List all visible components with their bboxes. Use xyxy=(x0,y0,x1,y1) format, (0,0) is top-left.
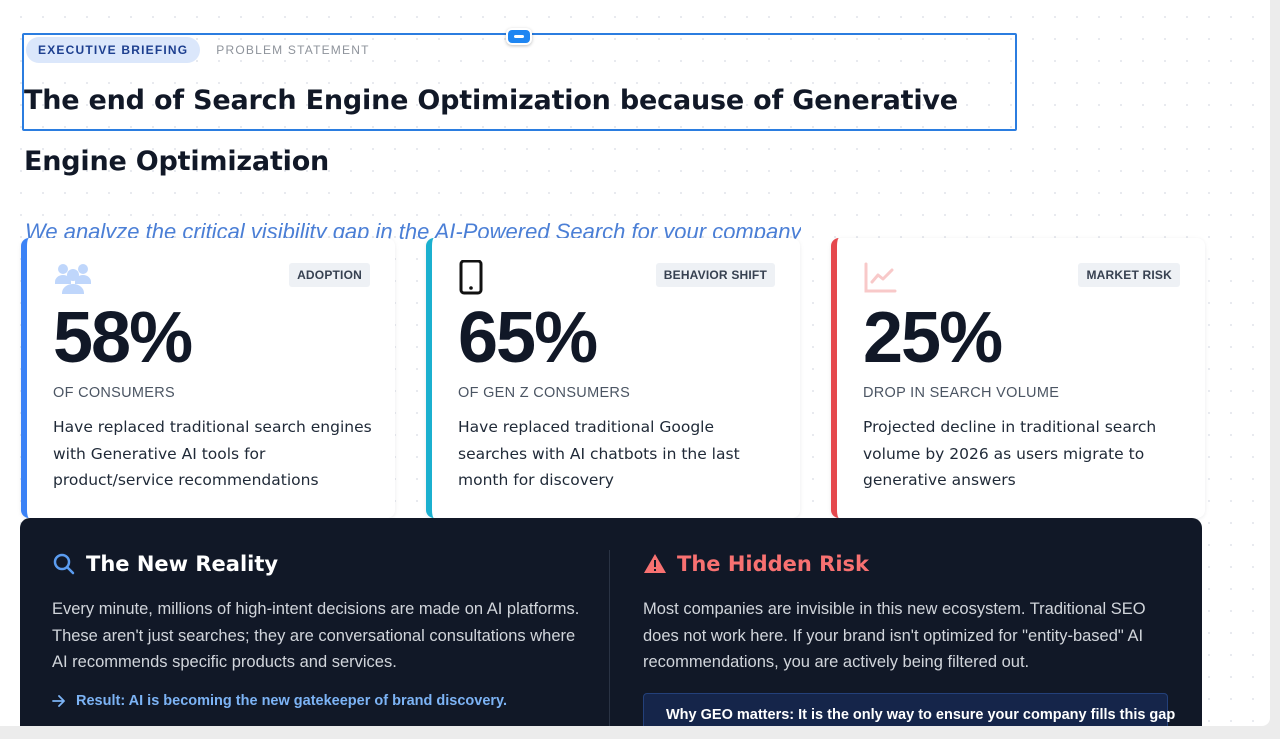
result-text: Result: AI is becoming the new gatekeepe… xyxy=(76,693,508,709)
new-reality-title: The New Reality xyxy=(86,552,279,576)
stat-description: Projected decline in traditional search … xyxy=(863,418,1157,489)
hidden-risk-heading: The Hidden Risk xyxy=(643,552,869,576)
new-reality-heading: The New Reality xyxy=(52,552,278,576)
mobile-phone-icon xyxy=(459,260,483,295)
page-title[interactable]: The end of Search Engine Optimization be… xyxy=(24,85,958,177)
stat-badge: BEHAVIOR SHIFT xyxy=(655,263,775,287)
insights-panel: The New Reality Every minute, millions o… xyxy=(20,518,1202,726)
stat-badge: ADOPTION xyxy=(289,263,370,287)
hidden-risk-body: Most companies are invisible in this new… xyxy=(643,600,1146,671)
selection-handle[interactable] xyxy=(506,28,532,45)
users-icon xyxy=(55,264,91,294)
section-tags: EXECUTIVE BRIEFING PROBLEM STATEMENT xyxy=(26,37,370,63)
arrow-right-icon xyxy=(52,695,65,707)
stat-value: 65% xyxy=(458,298,598,378)
slide-canvas: EXECUTIVE BRIEFING PROBLEM STATEMENT The… xyxy=(0,0,1270,726)
tag-executive-briefing[interactable]: EXECUTIVE BRIEFING xyxy=(26,37,201,63)
tag-problem-statement[interactable]: PROBLEM STATEMENT xyxy=(216,43,370,57)
minus-icon xyxy=(514,35,524,38)
stat-card-market-risk[interactable]: MARKET RISK 25% DROP IN SEARCH VOLUME Pr… xyxy=(831,238,1205,518)
stat-card-adoption[interactable]: ADOPTION 58% OF CONSUMERS Have replaced … xyxy=(21,238,395,518)
geo-callout: Why GEO matters: It is the only way to e… xyxy=(643,693,1175,726)
stat-label: OF CONSUMERS xyxy=(53,385,176,401)
stat-value: 25% xyxy=(863,298,1003,378)
hidden-risk-title: The Hidden Risk xyxy=(677,552,870,576)
line-chart-icon xyxy=(864,262,897,293)
geo-callout-text: Why GEO matters: It is the only way to e… xyxy=(666,707,1176,723)
new-reality-result: Result: AI is becoming the new gatekeepe… xyxy=(52,693,507,709)
stat-label: OF GEN Z CONSUMERS xyxy=(458,385,631,401)
warning-icon xyxy=(644,554,666,573)
selection-outline[interactable] xyxy=(22,33,1017,131)
stat-label: DROP IN SEARCH VOLUME xyxy=(863,385,1060,401)
new-reality-body: Every minute, millions of high-intent de… xyxy=(52,600,580,671)
column-divider xyxy=(609,550,610,726)
stat-card-behavior-shift[interactable]: BEHAVIOR SHIFT 65% OF GEN Z CONSUMERS Ha… xyxy=(426,238,800,518)
stat-description: Have replaced traditional Google searche… xyxy=(458,418,740,489)
stat-badge: MARKET RISK xyxy=(1078,263,1180,287)
stat-value: 58% xyxy=(53,298,193,378)
stat-description: Have replaced traditional search engines… xyxy=(53,418,372,489)
search-icon xyxy=(53,553,75,575)
